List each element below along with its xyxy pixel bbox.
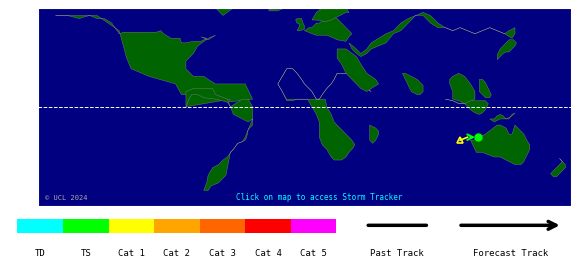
Text: Cat 3: Cat 3 [209, 249, 236, 258]
Polygon shape [490, 113, 515, 122]
Polygon shape [480, 79, 491, 98]
Bar [17, 219, 63, 233]
Bar [200, 219, 245, 233]
Polygon shape [208, 0, 248, 15]
X-axis label: LONGITUDE: LONGITUDE [278, 226, 331, 237]
Polygon shape [470, 125, 530, 165]
Text: © UCL 2024: © UCL 2024 [45, 195, 88, 201]
Polygon shape [56, 15, 253, 107]
Text: TS: TS [81, 249, 91, 258]
Text: TD: TD [35, 249, 46, 258]
Polygon shape [369, 125, 379, 143]
Y-axis label: LATITUDE: LATITUDE [0, 83, 8, 130]
Polygon shape [445, 99, 488, 114]
Bar [63, 219, 108, 233]
Polygon shape [304, 15, 352, 41]
Text: Click on map to access Storm Tracker: Click on map to access Storm Tracker [236, 193, 403, 201]
Polygon shape [403, 73, 423, 95]
Text: Cat 2: Cat 2 [164, 249, 190, 258]
Polygon shape [269, 6, 284, 11]
Polygon shape [550, 159, 566, 177]
Text: Past Track: Past Track [371, 249, 424, 258]
Polygon shape [312, 0, 349, 21]
Bar [245, 219, 291, 233]
Text: Forecast Track: Forecast Track [473, 249, 548, 258]
Polygon shape [186, 89, 253, 190]
Polygon shape [278, 69, 371, 160]
Polygon shape [337, 49, 379, 91]
Text: Cat 1: Cat 1 [118, 249, 145, 258]
Polygon shape [349, 12, 515, 57]
Bar [291, 219, 336, 233]
Bar [108, 219, 154, 233]
Text: Cat 5: Cat 5 [300, 249, 327, 258]
Text: Cat 4: Cat 4 [255, 249, 281, 258]
Polygon shape [497, 40, 516, 59]
Polygon shape [450, 73, 475, 104]
Polygon shape [296, 19, 304, 31]
Bar [154, 219, 200, 233]
